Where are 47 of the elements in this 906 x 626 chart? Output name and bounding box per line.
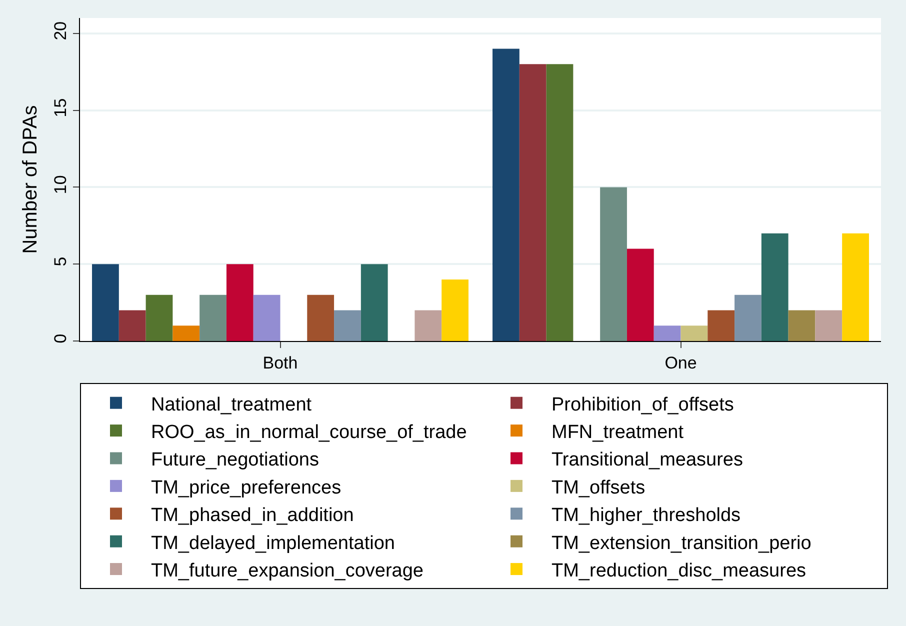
bar: [842, 233, 869, 341]
bar: [360, 264, 388, 341]
legend-label: Future_negotiations: [151, 450, 319, 471]
bar: [708, 310, 735, 341]
bar: [334, 310, 361, 341]
bar: [519, 64, 546, 341]
bar: [414, 310, 442, 341]
bar: [118, 310, 146, 341]
bar: [92, 264, 119, 341]
legend-label: Prohibition_of_offsets: [552, 394, 734, 416]
legend-label: TM_extension_transition_perio: [552, 532, 812, 554]
legend-label: Transitional_measures: [552, 450, 743, 471]
legend-label: TM_delayed_implementation: [151, 532, 395, 554]
bar: [788, 310, 816, 341]
bar: [172, 326, 200, 341]
legend-label: National_treatment: [151, 394, 312, 416]
legend-label: TM_future_expansion_coverage: [151, 560, 424, 582]
bar: [654, 326, 681, 341]
y-tick-label: 5: [51, 256, 70, 266]
y-axis-title: Number of DPAs: [20, 105, 42, 254]
bar: [200, 294, 226, 341]
y-tick-label: 20: [51, 21, 70, 40]
legend-label: TM_offsets: [552, 477, 646, 498]
bar: [146, 294, 173, 341]
bar: [546, 64, 574, 341]
x-tick-label: Both: [262, 353, 298, 372]
legend-label: TM_reduction_disc_measures: [552, 560, 806, 582]
legend-label: TM_phased_in_addition: [151, 505, 354, 526]
legend-label: MFN_treatment: [552, 422, 684, 443]
bar: [761, 233, 788, 341]
bar: [626, 248, 654, 341]
bar: [815, 310, 842, 341]
legend-label: TM_price_preferences: [151, 477, 342, 498]
bar: [600, 187, 627, 341]
legend-label: TM_higher_thresholds: [552, 505, 741, 526]
bar: [680, 326, 708, 341]
bar: [253, 294, 280, 341]
x-tick-label: One: [664, 353, 697, 372]
bar: [734, 294, 762, 341]
bar: [492, 48, 520, 341]
y-tick-label: 10: [51, 175, 70, 194]
bar: [226, 264, 254, 341]
y-tick-label: 15: [51, 98, 70, 118]
y-tick-label: 0: [51, 334, 70, 344]
bar: [442, 279, 468, 341]
bar: [307, 294, 334, 341]
legend-label: ROO_as_in_normal_course_of_trade: [151, 422, 467, 443]
